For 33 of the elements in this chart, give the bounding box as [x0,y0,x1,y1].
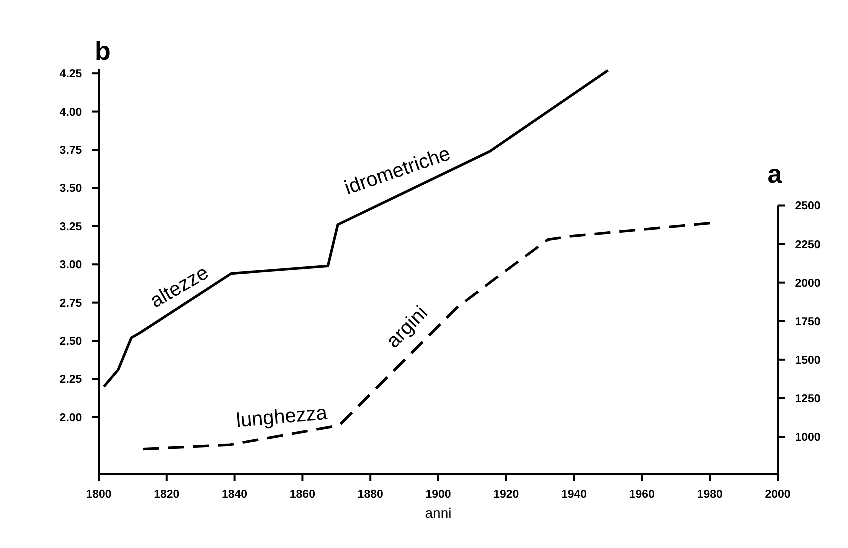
x-tick-label: 1860 [290,489,316,501]
x-tick-label: 1840 [222,489,248,501]
x-tick-label: 1980 [697,489,723,501]
line-series [102,69,610,388]
x-tick-label: 2000 [765,489,791,501]
annotation: a [768,158,783,189]
x-tick-label: 1960 [629,489,655,501]
y2-tick-label: 1000 [795,432,821,444]
y-tick-label: 2.25 [60,374,83,386]
y-tick-label: 2.50 [60,336,82,348]
y2-tick-label: 1750 [795,316,821,328]
x-tick-label: 1880 [358,489,384,501]
text: b [95,36,111,66]
x-tick-label: 1820 [154,489,180,501]
y-tick-label: 3.50 [60,183,82,196]
y2-tick-label: 1500 [795,354,821,367]
y-tick-label: 3.75 [60,145,83,157]
y2-tick-label: 1250 [795,393,821,406]
y-tick-label: 4.00 [60,106,82,119]
x-tick-label: 1800 [86,489,112,501]
y-tick-label: 4.25 [60,68,83,81]
y2-tick-label: 2500 [795,200,821,213]
y-tick-label: 2.00 [60,412,82,424]
y2-tick-label: 2000 [795,278,821,290]
x-tick-label: 1940 [562,489,588,501]
y2-tick-label: 2250 [795,239,821,252]
x-axis-title: anni [425,505,452,521]
annotation: lunghezza [236,402,330,432]
y-tick-label: 3.25 [60,221,83,234]
x-tick-label: 1900 [426,489,452,501]
y-tick-label: 2.75 [60,298,83,310]
x-tick-label: 1920 [494,489,520,501]
y-tick-label: 3.00 [60,260,82,272]
